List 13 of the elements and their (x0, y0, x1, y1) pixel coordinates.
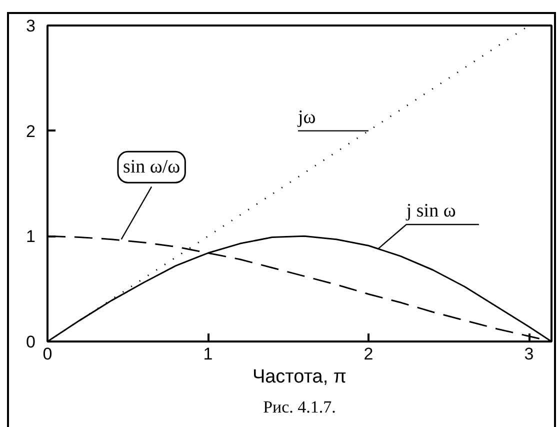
x-tick-label: 2 (364, 344, 374, 364)
x-tick-label: 1 (203, 344, 213, 364)
x-tick-label: 0 (42, 344, 52, 364)
annotation: jω (296, 106, 316, 128)
x-axis-title: Частота, π (252, 366, 347, 388)
annotation: j sin ω (405, 200, 456, 222)
y-tick-label: 2 (26, 122, 36, 141)
y-tick-label: 0 (26, 332, 36, 352)
x-tick-label: 3 (524, 344, 534, 364)
text: Рис. 4.1.7. (263, 398, 336, 416)
y-tick-label: 1 (26, 227, 36, 246)
annotation: sin ω/ω (122, 156, 180, 178)
y-tick-label: 3 (26, 16, 36, 36)
